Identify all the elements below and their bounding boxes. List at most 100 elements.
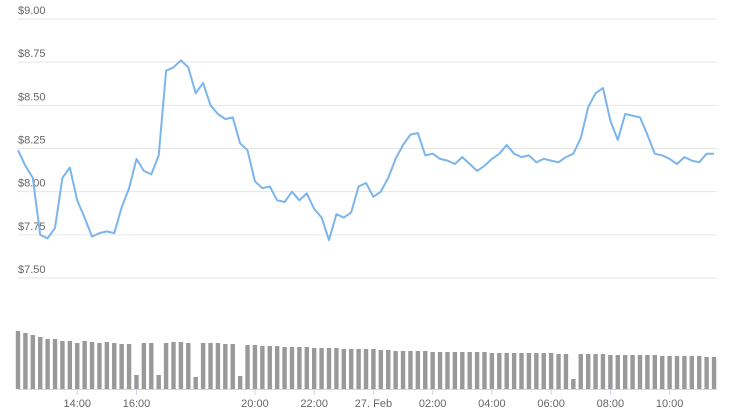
y-tick-label: $9.00 xyxy=(18,5,46,17)
volume-bar xyxy=(126,344,132,389)
volume-bar xyxy=(585,354,591,389)
volume-bar xyxy=(38,337,43,389)
volume-bar xyxy=(489,353,495,389)
volume-bar xyxy=(548,353,554,389)
volume-bar xyxy=(689,356,695,389)
volume-bar xyxy=(45,339,50,389)
volume-bar xyxy=(237,376,243,389)
volume-bar xyxy=(23,333,28,389)
volume-bar xyxy=(430,352,435,389)
volume-bar xyxy=(104,342,110,389)
x-tick-label: 06:00 xyxy=(537,398,565,410)
volume-bar xyxy=(193,377,198,389)
volume-bar xyxy=(460,352,465,389)
volume-bar xyxy=(112,343,117,389)
volume-bar xyxy=(711,357,717,389)
x-tick-label: 20:00 xyxy=(241,398,269,410)
volume-bar xyxy=(593,354,598,389)
volume-bar xyxy=(482,352,487,389)
volume-bar xyxy=(400,351,406,389)
volume-bar xyxy=(89,342,95,389)
volume-bar xyxy=(630,355,635,389)
volume-bar xyxy=(363,349,369,389)
x-tick-label: 02:00 xyxy=(419,398,447,410)
volume-bar xyxy=(200,343,206,389)
volume-bar xyxy=(526,353,532,389)
y-tick-label: $8.25 xyxy=(18,135,46,147)
volume-bar xyxy=(474,352,480,389)
volume-bar xyxy=(682,356,687,389)
volume-bar xyxy=(408,351,413,389)
volume-bar xyxy=(252,345,258,389)
volume-bar xyxy=(667,356,672,389)
y-tick-label: $8.00 xyxy=(18,178,46,190)
volume-bar xyxy=(97,343,102,389)
x-tick-label: 14:00 xyxy=(63,398,91,410)
volume-bar xyxy=(393,351,398,389)
x-tick-label: 27. Feb xyxy=(355,398,392,410)
volume-bar xyxy=(223,344,228,389)
volume-bar xyxy=(260,346,265,389)
volume-bar xyxy=(622,355,628,389)
volume-bar xyxy=(563,354,569,389)
volume-bar xyxy=(311,348,317,389)
volume-bar xyxy=(334,348,339,389)
volume-bar xyxy=(297,347,302,389)
volume-bar xyxy=(245,345,250,389)
volume-bar xyxy=(134,375,139,389)
volume-bar xyxy=(141,343,147,389)
x-tick-label: 10:00 xyxy=(656,398,684,410)
volume-bar xyxy=(119,344,124,389)
volume-bar xyxy=(534,353,539,389)
volume-bar xyxy=(230,344,235,389)
volume-bar xyxy=(697,356,702,389)
volume-bar xyxy=(437,352,443,389)
volume-bar xyxy=(371,349,376,389)
volume-bar xyxy=(15,331,21,389)
volume-bar xyxy=(704,357,709,389)
volume-bar xyxy=(652,355,658,389)
volume-bar xyxy=(149,343,154,389)
volume-bar xyxy=(282,347,287,389)
volume-bar xyxy=(341,349,347,389)
volume-bar xyxy=(163,343,169,389)
volume-bar xyxy=(326,348,332,389)
volume-bar xyxy=(511,353,517,389)
volume-bar xyxy=(52,339,58,389)
volume-bar xyxy=(304,347,309,389)
y-tick-label: $8.75 xyxy=(18,48,46,60)
volume-bar xyxy=(415,351,421,389)
volume-bar xyxy=(215,343,221,389)
volume-bar xyxy=(497,353,502,389)
volume-bar xyxy=(171,342,176,389)
volume-bar xyxy=(578,354,583,389)
x-tick-label: 04:00 xyxy=(478,398,506,410)
volume-bar xyxy=(608,355,613,389)
volume-bar xyxy=(156,375,161,389)
volume-bar xyxy=(356,349,361,389)
volume-bar xyxy=(637,355,643,389)
volume-bar xyxy=(274,346,280,389)
y-tick-label: $7.75 xyxy=(18,221,46,233)
volume-bar xyxy=(674,356,680,389)
volume-bar xyxy=(378,350,384,389)
y-tick-label: $8.50 xyxy=(18,91,46,103)
volume-bar xyxy=(615,355,620,389)
volume-bar xyxy=(445,352,450,389)
volume-bar xyxy=(319,348,324,389)
volume-bar xyxy=(571,379,576,389)
volume-bar xyxy=(82,341,87,389)
volume-bar xyxy=(541,353,546,389)
volume-bar xyxy=(178,342,184,389)
volume-bar xyxy=(386,350,391,389)
volume-bar xyxy=(67,341,73,389)
x-tick-label: 08:00 xyxy=(597,398,625,410)
volume-bar xyxy=(75,343,80,389)
y-tick-label: $7.50 xyxy=(18,264,46,276)
volume-bar xyxy=(660,356,665,389)
volume-bar xyxy=(467,352,472,389)
volume-bar xyxy=(30,335,36,389)
price-line xyxy=(17,59,714,241)
volume-bar xyxy=(519,353,524,389)
